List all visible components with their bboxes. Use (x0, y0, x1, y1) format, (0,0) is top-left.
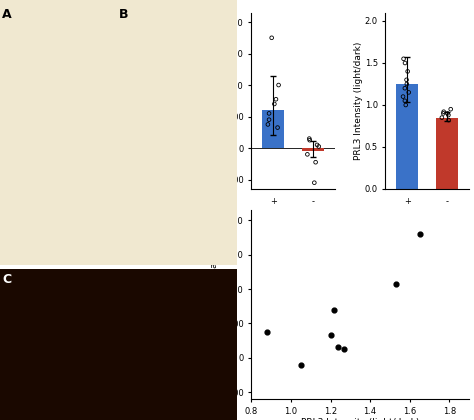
Bar (262, 110, 284, 148)
Point (403, 81, 410, 87)
Point (445, 112, 452, 118)
Point (271, 101, 278, 108)
Point (331, 306, 338, 313)
Point (401, 60, 409, 66)
Point (439, 110, 447, 117)
Point (265, 110, 273, 117)
Y-axis label: Δ protrusion (light-dark): Δ protrusion (light-dark) (210, 46, 219, 155)
Point (303, 151, 311, 158)
Point (341, 346, 348, 352)
Point (404, 68, 411, 75)
Point (272, 96, 280, 102)
Bar (396, 84, 419, 189)
Point (401, 97, 409, 104)
Text: E: E (168, 195, 177, 208)
Point (444, 110, 451, 117)
Point (416, 231, 423, 237)
Point (306, 137, 313, 144)
Point (313, 142, 321, 148)
Point (400, 55, 407, 62)
Text: Cry2-PRL3: Cry2-PRL3 (258, 214, 305, 223)
Text: B: B (118, 8, 128, 21)
Point (265, 116, 273, 123)
Point (268, 34, 275, 41)
Point (447, 106, 455, 113)
Point (392, 281, 400, 287)
Point (402, 102, 410, 108)
Text: C: C (2, 273, 11, 286)
Point (399, 93, 407, 100)
Point (297, 361, 305, 368)
Point (335, 344, 342, 351)
Point (401, 85, 409, 92)
Point (263, 328, 271, 335)
Bar (302, 148, 324, 150)
Point (312, 159, 319, 165)
Point (275, 81, 283, 88)
Text: A: A (2, 8, 12, 21)
Text: photo
activation: photo activation (390, 218, 435, 237)
Point (403, 76, 410, 83)
X-axis label: PRL3 Intensity (light/dark): PRL3 Intensity (light/dark) (301, 418, 419, 420)
Point (438, 114, 446, 121)
Bar (436, 118, 458, 189)
Point (315, 143, 322, 150)
Point (310, 179, 318, 186)
Point (440, 108, 447, 115)
Text: D: D (219, 2, 229, 15)
Point (306, 135, 313, 142)
Point (327, 332, 334, 339)
Point (274, 124, 282, 131)
Y-axis label: Δ protrusion (light-dark): Δ protrusion (light-dark) (210, 250, 219, 359)
Y-axis label: PRL3 Intensity (light/dark): PRL3 Intensity (light/dark) (354, 42, 363, 160)
Point (445, 117, 452, 123)
Point (405, 89, 412, 96)
Point (264, 121, 272, 128)
